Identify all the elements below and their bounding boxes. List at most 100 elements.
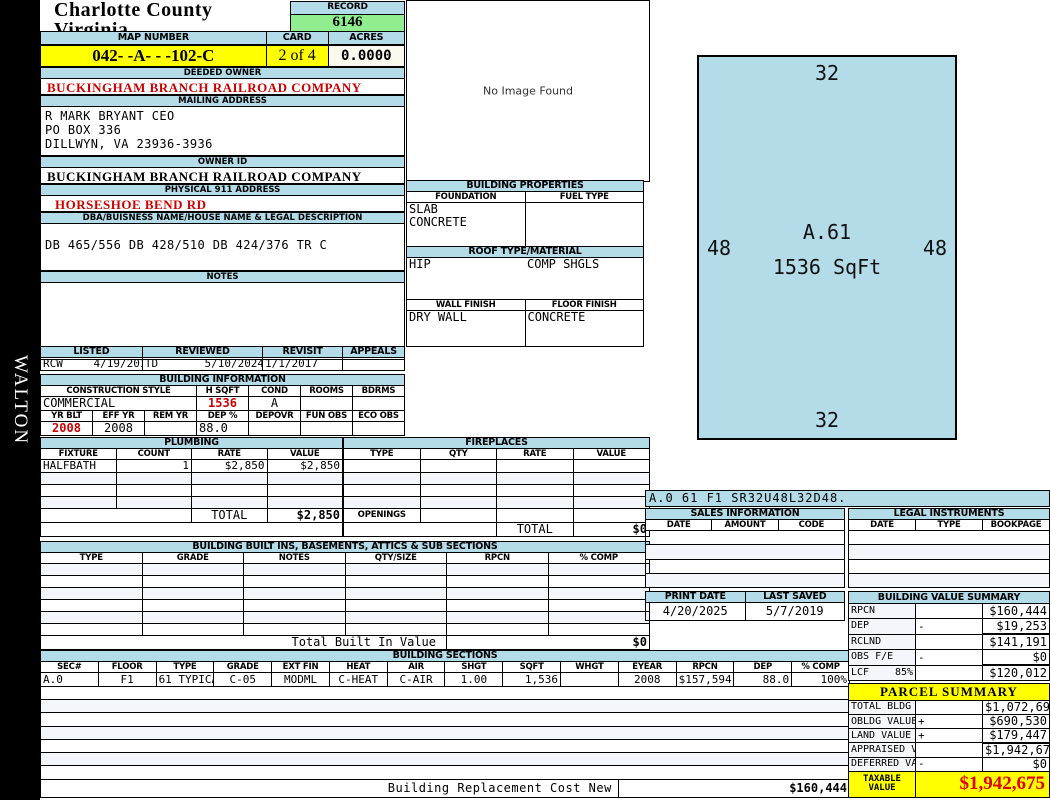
bs-heat: C-HEAT — [328, 672, 388, 687]
legal-col-date: DATE — [848, 519, 916, 532]
built-ins-col-rpcn: RPCN — [446, 552, 549, 564]
bvs-label-rclnd: RCLND — [848, 633, 916, 651]
rooms-value — [300, 396, 353, 411]
bvs-label-obs-fe: OBS F/E — [848, 649, 916, 666]
bs-col-dep: DEP — [733, 661, 793, 674]
sketch-dim-bottom: 32 — [814, 408, 840, 432]
built-ins-total-label: Total Built In Value — [40, 635, 447, 650]
table-row[interactable] — [40, 712, 850, 727]
building-properties-title: BUILDING PROPERTIES — [406, 180, 644, 192]
plumbing-value: $2,850 — [266, 459, 343, 473]
table-row[interactable] — [40, 496, 343, 509]
sales-col-date: DATE — [644, 519, 713, 532]
table-row[interactable]: HALFBATH 1 $2,850 $2,850 — [40, 459, 343, 473]
legal-instruments-title: LEGAL INSTRUMENTS — [848, 507, 1050, 521]
bs-rpcn: $157,594 — [675, 672, 735, 687]
bvs-op-rpcn — [915, 603, 983, 620]
sales-information-table: SALES INFORMATION DATE AMOUNT CODE — [644, 507, 846, 589]
bvs-label-rpcn: RPCN — [848, 603, 916, 620]
table-row[interactable] — [343, 484, 650, 497]
depovr-label: DEPOVR — [248, 410, 301, 422]
table-row[interactable] — [40, 484, 343, 497]
rem-yr-label: REM YR — [144, 410, 197, 422]
ps-op-appraised — [915, 742, 983, 758]
table-row[interactable] — [343, 472, 650, 485]
table-row[interactable] — [645, 558, 845, 574]
taxable-value: $1,942,675 — [915, 770, 1050, 799]
dep-pct-label: DEP % — [196, 410, 249, 422]
owner-id-value: BUCKINGHAM BRANCH RAILROAD COMPANY — [40, 167, 405, 184]
roof-type-value: HIP — [406, 257, 525, 300]
table-row[interactable] — [40, 738, 850, 754]
roof-material-value: COMP SHGLS — [525, 257, 644, 300]
map-header-row: MAP NUMBER CARD ACRES — [40, 31, 406, 45]
bs-sqft: 1,536 — [502, 672, 562, 687]
table-row[interactable] — [848, 572, 1050, 589]
built-ins-col-qty-size: QTY/SIZE — [344, 552, 447, 564]
table-row[interactable] — [40, 685, 850, 700]
construction-style-label: CONSTRUCTION STYLE — [40, 385, 197, 397]
table-row[interactable] — [40, 575, 650, 588]
table-row[interactable] — [40, 698, 850, 714]
legal-col-bookpage: BOOKPAGE — [982, 519, 1050, 532]
revisit-date: 1/1/2017 — [261, 357, 344, 371]
built-ins-total-value: $0 — [446, 635, 650, 650]
building-value-summary-table: BUILDING VALUE SUMMARY RPCN $160,444 DEP… — [848, 590, 1050, 682]
table-row: DEP - $19,253 — [848, 618, 1050, 636]
table-row[interactable] — [40, 725, 850, 740]
fuel-type-value — [524, 202, 644, 247]
foundation-line-1: SLAB — [409, 202, 438, 216]
bvs-label-dep: DEP — [848, 618, 916, 635]
physical-address-label: PHYSICAL 911 ADDRESS — [40, 184, 405, 195]
last-saved-label: LAST SAVED — [744, 590, 845, 604]
bs-sec: A.0 — [40, 672, 99, 687]
table-row[interactable] — [40, 563, 650, 576]
last-saved-value: 5/7/2019 — [744, 602, 845, 621]
bs-col-eyear: EYEAR — [617, 661, 677, 674]
table-row[interactable] — [343, 496, 650, 509]
sketch-dim-top: 32 — [814, 61, 840, 85]
roof-label: ROOF TYPE/MATERIAL — [406, 246, 644, 258]
bs-col-sec: SEC# — [40, 661, 99, 674]
bvs-value-rpcn: $160,444 — [982, 603, 1050, 620]
table-row[interactable] — [645, 572, 845, 589]
fireplaces-table: FIREPLACES TYPE QTY RATE VALUE OPENINGS … — [343, 437, 650, 537]
table-row[interactable] — [645, 544, 845, 560]
sales-col-code: CODE — [777, 519, 846, 532]
table-row[interactable] — [645, 530, 845, 546]
plumbing-col-value: VALUE — [266, 448, 343, 460]
fireplaces-col-rate: RATE — [496, 448, 574, 460]
sketch-shape[interactable]: 32 48 48 32 A.61 1536 SqFt — [697, 55, 957, 440]
table-row[interactable] — [40, 587, 650, 600]
bs-col-pct-comp: % COMP — [791, 661, 850, 674]
table-row[interactable] — [40, 623, 650, 636]
table-row[interactable] — [40, 599, 650, 612]
table-row[interactable]: A.0 F1 61 TYPICAL OFFICE C-05 MODML C-HE… — [40, 672, 850, 687]
physical-address-value: HORSESHOE BEND RD — [40, 195, 405, 212]
built-ins-title: BUILDING BUILT INS, BASEMENTS, ATTICS & … — [40, 541, 650, 553]
bs-eyear: 2008 — [617, 672, 677, 687]
table-row[interactable] — [40, 611, 650, 624]
table-row[interactable] — [40, 472, 343, 485]
table-row: OBLDG VALUE + $690,530 — [848, 714, 1050, 730]
table-row[interactable] — [848, 530, 1050, 546]
table-row[interactable] — [40, 765, 850, 780]
table-row: LCF 85% $120,012 — [848, 664, 1050, 682]
plumbing-table: PLUMBING FIXTURE COUNT RATE VALUE HALFBA… — [40, 437, 343, 537]
ps-op-land: + — [915, 728, 983, 744]
table-row[interactable] — [848, 544, 1050, 560]
bs-col-rpcn: RPCN — [675, 661, 735, 674]
legal-col-type: TYPE — [915, 519, 983, 532]
table-row[interactable] — [343, 459, 650, 473]
table-row[interactable] — [848, 558, 1050, 574]
built-ins-col-pct-comp: % COMP — [547, 552, 650, 564]
building-replacement-cost-label: Building Replacement Cost New — [40, 778, 619, 799]
ps-op-deferred: - — [915, 756, 983, 772]
dep-pct-value: 88.0 — [196, 421, 249, 436]
bs-air: C-AIR — [386, 672, 446, 687]
ps-value-land: $179,447 — [982, 728, 1050, 744]
table-row[interactable] — [40, 752, 850, 767]
sketch-area-label: 1536 SqFt — [772, 254, 882, 279]
building-information-table: BUILDING INFORMATION CONSTRUCTION STYLE … — [40, 374, 405, 436]
parcel-summary-title: PARCEL SUMMARY — [848, 682, 1050, 702]
